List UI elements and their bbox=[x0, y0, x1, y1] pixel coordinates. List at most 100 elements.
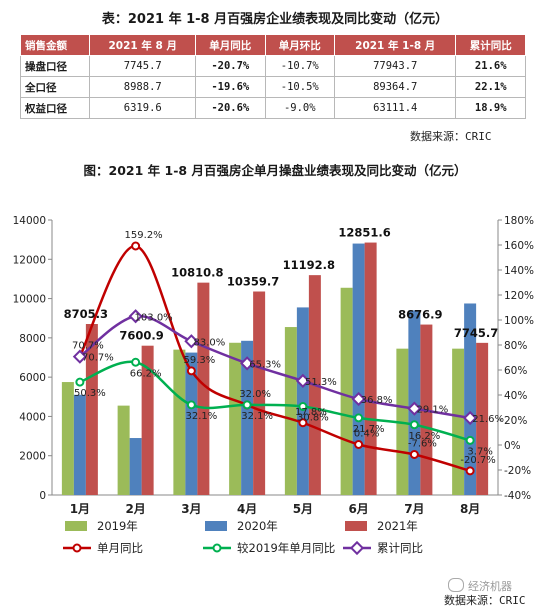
y-left-tick-label: 6000 bbox=[19, 372, 46, 384]
legend-label: 2019年 bbox=[97, 519, 138, 533]
marker-较2019年单月同比 bbox=[354, 413, 364, 423]
marker-累计同比 bbox=[128, 309, 143, 324]
watermark: 经济机器 bbox=[468, 580, 512, 593]
table-cell: -19.6% bbox=[195, 76, 266, 98]
line-label-单月同比: 17.8% bbox=[295, 407, 327, 418]
legend-marker bbox=[72, 543, 82, 553]
table-header-row: 销售金额 2021 年 8 月 单月同比 单月环比 2021 年 1-8 月 累… bbox=[19, 34, 526, 56]
y-right-tick-label: 140% bbox=[504, 265, 534, 277]
line-label-单月同比: 70.7% bbox=[72, 341, 104, 352]
table-row: 操盘口径 7745.7 -20.7% -10.7% 77943.7 21.6% bbox=[19, 55, 526, 77]
legend-label: 单月同比 bbox=[97, 541, 143, 555]
bar-value-label: 7745.7 bbox=[454, 326, 498, 340]
x-tick-label: 7月 bbox=[404, 502, 424, 516]
marker-单月同比 bbox=[354, 440, 364, 449]
bar-2021年 bbox=[141, 345, 154, 495]
line-label-单月同比: -7.6% bbox=[408, 439, 437, 450]
legend-marker bbox=[349, 540, 365, 556]
line-label-较2019年单月同比: 21.7% bbox=[353, 424, 385, 435]
legend-label: 2021年 bbox=[377, 519, 418, 533]
table-header-cell: 销售金额 bbox=[19, 34, 91, 56]
y-left-tick-label: 14000 bbox=[13, 215, 46, 227]
bar-value-label: 7600.9 bbox=[119, 329, 163, 343]
line-label-单月同比: 0.4% bbox=[354, 429, 379, 440]
marker-累计同比 bbox=[240, 356, 255, 371]
bar-2019年 bbox=[452, 348, 465, 495]
marker-单月同比 bbox=[465, 466, 475, 476]
table-header-cell: 单月环比 bbox=[264, 34, 335, 56]
table-cell: 6319.6 bbox=[89, 97, 197, 119]
x-tick-label: 4月 bbox=[237, 502, 257, 516]
chart-source-note: 数据来源：CRIC bbox=[444, 594, 526, 607]
bar-2020年 bbox=[185, 352, 198, 495]
line-label-累计同比: 36.8% bbox=[361, 395, 393, 406]
bar-2020年 bbox=[352, 243, 365, 495]
wechat-icon bbox=[448, 578, 464, 592]
bar-2019年 bbox=[61, 382, 74, 495]
legend-label: 累计同比 bbox=[377, 541, 423, 555]
table-source-note: 数据来源：CRIC bbox=[410, 130, 492, 143]
combo-chart: 0 2000 4000 6000 8000 10000 12000 14000 -40% -20%… bbox=[13, 215, 534, 556]
x-tick-label: 3月 bbox=[181, 502, 201, 516]
line-label-单月同比: 32.0% bbox=[239, 389, 271, 400]
table-row-label: 全口径 bbox=[19, 76, 91, 98]
chart-title: 图：2021 年 1-8 月百强房企单月操盘业绩表现及同比变动（亿元） bbox=[83, 163, 467, 178]
x-tick-label: 6月 bbox=[348, 502, 368, 516]
bar-2020年 bbox=[129, 438, 142, 495]
table-title: 表：2021 年 1-8 月百强房企业绩表现及同比变动（亿元） bbox=[101, 12, 449, 27]
table-header-cell: 累计同比 bbox=[455, 34, 526, 56]
y-right-tick-label: -40% bbox=[504, 490, 531, 502]
line-label-较2019年单月同比: 50.3% bbox=[74, 388, 106, 399]
bar-2021年 bbox=[85, 324, 98, 495]
line-label-单月同比: 159.2% bbox=[125, 230, 163, 241]
marker-较2019年单月同比 bbox=[242, 400, 252, 410]
marker-较2019年单月同比 bbox=[298, 402, 308, 411]
marker-累计同比 bbox=[463, 410, 478, 426]
marker-较2019年单月同比 bbox=[75, 377, 85, 387]
table-cell: -20.7% bbox=[195, 55, 266, 77]
y-left-tick-label: 12000 bbox=[13, 254, 46, 266]
table-cell: 18.9% bbox=[455, 97, 526, 119]
line-较2019年单月同比 bbox=[79, 360, 471, 442]
line-label-较2019年单月同比: 66.2% bbox=[130, 368, 162, 379]
marker-较2019年单月同比 bbox=[465, 435, 475, 445]
line-label-累计同比: 21.6% bbox=[472, 414, 504, 425]
y-right-tick-label: 180% bbox=[504, 215, 534, 227]
line-label-较2019年单月同比: 32.1% bbox=[185, 411, 217, 422]
bar-2019年 bbox=[340, 287, 353, 495]
bar-2019年 bbox=[173, 349, 186, 495]
y-right-tick-label: 160% bbox=[504, 240, 534, 252]
y-right-tick-label: -20% bbox=[504, 465, 531, 477]
marker-较2019年单月同比 bbox=[131, 357, 141, 367]
y-right-tick-label: 60% bbox=[504, 365, 527, 377]
line-label-较2019年单月同比: 3.7% bbox=[467, 446, 492, 457]
x-tick-label: 2月 bbox=[125, 502, 145, 516]
bar-2019年 bbox=[284, 327, 297, 495]
legend-swatch bbox=[345, 521, 367, 531]
y-right-tick-label: 120% bbox=[504, 290, 534, 302]
y-left-tick-label: 4000 bbox=[19, 411, 46, 423]
marker-较2019年单月同比 bbox=[186, 400, 196, 410]
legend-swatch bbox=[65, 521, 87, 531]
bar-value-label: 12851.6 bbox=[338, 226, 390, 240]
table-cell: 8988.7 bbox=[89, 76, 197, 98]
legend-label: 2020年 bbox=[237, 519, 278, 533]
y-left-tick-label: 8000 bbox=[19, 333, 46, 345]
table-header-cell: 2021 年 8 月 bbox=[89, 34, 197, 56]
line-label-累计同比: 83.0% bbox=[193, 337, 225, 348]
line-label-较2019年单月同比: 30.8% bbox=[297, 413, 329, 424]
table-cell: 22.1% bbox=[455, 76, 526, 98]
marker-累计同比 bbox=[407, 401, 422, 416]
line-label-单月同比: 59.3% bbox=[183, 355, 215, 366]
y-left-tick-label: 2000 bbox=[19, 451, 46, 463]
table-cell: -10.7% bbox=[264, 55, 335, 77]
table-cell: 21.6% bbox=[455, 55, 526, 77]
y-right-tick-label: 80% bbox=[504, 340, 527, 352]
line-label-较2019年单月同比: 32.1% bbox=[241, 411, 273, 422]
bar-value-label: 11192.8 bbox=[283, 258, 335, 272]
line-label-单月同比: -20.7% bbox=[460, 455, 495, 466]
y-right-tick-label: 40% bbox=[504, 390, 527, 402]
table-cell: 89364.7 bbox=[333, 76, 457, 98]
line-label-累计同比: 65.3% bbox=[249, 359, 281, 370]
bar-2020年 bbox=[241, 340, 254, 495]
